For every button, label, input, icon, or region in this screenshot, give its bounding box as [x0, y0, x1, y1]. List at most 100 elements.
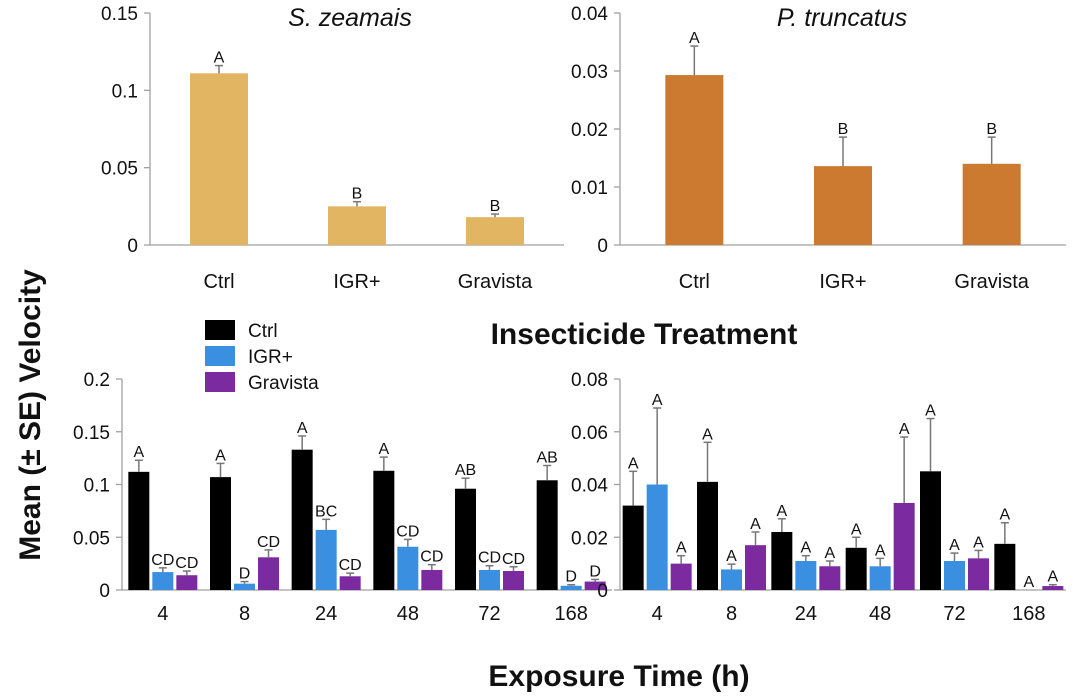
x-tick-label: Ctrl — [203, 271, 234, 293]
bar-gravista — [670, 563, 692, 590]
significance-letter: CD — [339, 557, 362, 574]
bar-gravista — [819, 566, 841, 590]
x-tick-label: 72 — [478, 603, 500, 625]
y-tick-label: 0 — [597, 236, 608, 257]
significance-letter: A — [875, 542, 886, 559]
x-tick-label: 24 — [795, 603, 817, 625]
y-tick-label: 0.04 — [571, 476, 608, 497]
legend-label: Ctrl — [248, 321, 278, 342]
legend-label: IGR+ — [248, 347, 293, 368]
significance-letter: CD — [502, 551, 525, 568]
bar-igr- — [315, 529, 337, 590]
significance-letter: B — [490, 198, 501, 215]
x-tick-label: Gravista — [954, 271, 1029, 293]
chart-top-right: 0 0.01 0.02 0.03 0.04 P. truncatus Ctrl A IGR+ B G… — [571, 4, 1066, 293]
x-tick-label: 8 — [726, 603, 737, 625]
significance-letter: A — [676, 540, 687, 557]
x-tick-label: Ctrl — [679, 271, 710, 293]
significance-letter: A — [133, 444, 144, 461]
bar-gravista — [176, 575, 198, 590]
significance-letter: CD — [151, 552, 174, 569]
significance-letter: A — [999, 507, 1010, 524]
significance-letter: A — [702, 426, 713, 443]
significance-letter: A — [652, 392, 663, 409]
y-tick-label: 0.03 — [571, 62, 608, 83]
significance-letter: A — [899, 421, 910, 438]
significance-letter: CD — [478, 550, 501, 567]
significance-letter: A — [1047, 569, 1058, 586]
x-tick-label: 168 — [1012, 603, 1045, 625]
x-tick-label: Gravista — [458, 271, 533, 293]
bar-ctrl — [536, 480, 558, 590]
y-tick-label: 0.02 — [571, 120, 608, 141]
legend-swatch — [205, 346, 235, 366]
bar-gravista — [584, 581, 606, 590]
significance-letter: D — [565, 569, 577, 586]
significance-letter: D — [239, 566, 251, 583]
significance-letter: A — [689, 30, 700, 47]
x-tick-label: 8 — [239, 603, 250, 625]
significance-letter: A — [1023, 574, 1034, 591]
bar-igr- — [397, 546, 419, 590]
x-tick-label: 168 — [554, 603, 587, 625]
bar-gravista — [893, 502, 915, 590]
x-tick-label: 48 — [869, 603, 891, 625]
bar-igr- — [795, 560, 817, 590]
bar-igr- — [234, 583, 255, 590]
bar-igr- — [646, 484, 668, 590]
bar-igr- — [721, 569, 742, 590]
legend-swatch — [205, 320, 235, 340]
bar-ctrl — [771, 531, 793, 590]
bar — [665, 75, 724, 245]
y-tick-label: 0.15 — [101, 4, 138, 25]
bar-gravista — [503, 571, 524, 590]
bar-igr- — [869, 566, 891, 590]
significance-letter: CD — [175, 555, 198, 572]
significance-letter: CD — [420, 549, 443, 566]
bottom-x-axis-label: Exposure Time (h) — [488, 660, 749, 693]
bar-ctrl — [697, 481, 718, 590]
bar-igr- — [944, 560, 965, 590]
significance-letter: A — [215, 447, 226, 464]
bar — [814, 166, 872, 245]
significance-letter: A — [800, 540, 811, 557]
y-tick-label: 0.01 — [571, 178, 608, 199]
y-tick-label: 0.05 — [101, 159, 138, 180]
y-tick-label: 0.06 — [571, 423, 608, 444]
significance-letter: A — [750, 516, 761, 533]
bar-gravista — [421, 569, 443, 590]
bar-ctrl — [210, 477, 231, 590]
significance-letter: B — [838, 121, 849, 138]
significance-letter: CD — [257, 534, 280, 551]
bar-ctrl — [128, 471, 150, 590]
bar-igr- — [479, 569, 500, 590]
y-tick-label: 0.08 — [571, 370, 608, 391]
significance-letter: A — [851, 521, 862, 538]
significance-letter: B — [986, 121, 997, 138]
bar-ctrl — [622, 505, 644, 590]
chart-top-left: 0 0.05 0.1 0.15 S. zeamais Ctrl A IGR+ B Gravista… — [101, 4, 564, 293]
significance-letter: A — [824, 545, 835, 562]
significance-letter: D — [589, 563, 601, 580]
significance-letter: CD — [396, 523, 419, 540]
x-tick-label: 4 — [157, 603, 168, 625]
bar-gravista — [258, 557, 279, 590]
y-tick-label: 0.05 — [73, 528, 110, 549]
significance-letter: B — [352, 186, 363, 203]
bar-gravista — [339, 576, 361, 590]
y-tick-label: 0.15 — [73, 423, 110, 444]
bar-ctrl — [920, 471, 941, 590]
y-tick-label: 0.1 — [112, 81, 138, 102]
y-tick-label: 0 — [597, 581, 608, 602]
significance-letter: AB — [455, 462, 476, 479]
y-axis-label: Mean (± SE) Velocity — [14, 269, 47, 561]
significance-letter: A — [297, 420, 308, 437]
bar-igr- — [152, 572, 174, 590]
significance-letter: BC — [315, 503, 337, 520]
chart-title: P. truncatus — [777, 4, 907, 32]
significance-letter: A — [949, 537, 960, 554]
bar-ctrl — [845, 547, 867, 590]
x-tick-label: IGR+ — [819, 271, 866, 293]
x-tick-label: 24 — [315, 603, 337, 625]
